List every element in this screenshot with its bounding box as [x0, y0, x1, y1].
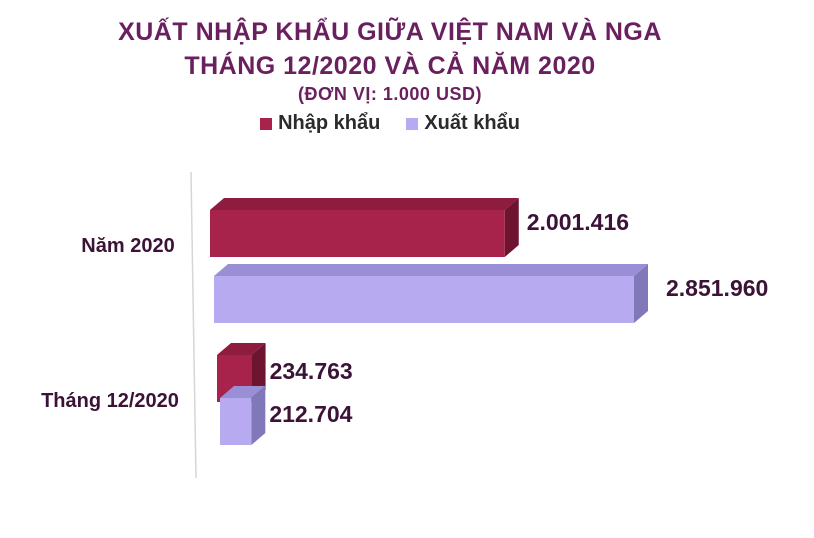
chart-unit: (ĐƠN VỊ: 1.000 USD)	[298, 84, 482, 104]
legend-label-export: Xuất khẩu	[424, 112, 520, 134]
category-label: Tháng 12/2020	[41, 390, 179, 412]
bar-top-face	[214, 264, 648, 276]
bar-side-face	[504, 198, 519, 257]
category-label: Năm 2020	[81, 235, 174, 257]
bars-group	[210, 198, 648, 445]
legend-swatch-export	[406, 117, 419, 130]
legend-swatch-import	[260, 117, 273, 130]
legend-label-import: Nhập khẩu	[278, 112, 381, 134]
bar-top-face	[217, 343, 266, 355]
value-label: 234.763	[270, 358, 353, 384]
bar-top-face	[210, 198, 519, 210]
labels-group: Năm 2020 2.001.416 2.851.960 Tháng 12/2020 2…	[41, 209, 768, 427]
bar-top-face	[220, 386, 266, 398]
bar-side-face	[251, 386, 266, 445]
legend-item-export: Xuất khẩu	[406, 112, 520, 135]
chart-title: XUẤT NHẬP KHẨU GIỮA VIỆT NAM VÀ NGA	[118, 18, 662, 46]
legend-item-import: Nhập khẩu	[260, 112, 380, 135]
bar-front-face	[210, 210, 505, 257]
value-label: 2.001.416	[527, 209, 629, 235]
bar	[220, 386, 266, 445]
axis-line	[190, 171, 197, 479]
bar-front-face	[220, 398, 252, 445]
legend: Nhập khẩu Xuất khẩu	[0, 112, 780, 135]
bar	[210, 198, 519, 257]
bar-side-face	[634, 264, 648, 323]
value-label: 212.704	[269, 401, 352, 427]
chart-subtitle: THÁNG 12/2020 VÀ CẢ NĂM 2020	[184, 52, 596, 80]
value-label: 2.851.960	[666, 275, 768, 301]
bar-front-face	[214, 276, 634, 323]
bar	[214, 264, 648, 323]
